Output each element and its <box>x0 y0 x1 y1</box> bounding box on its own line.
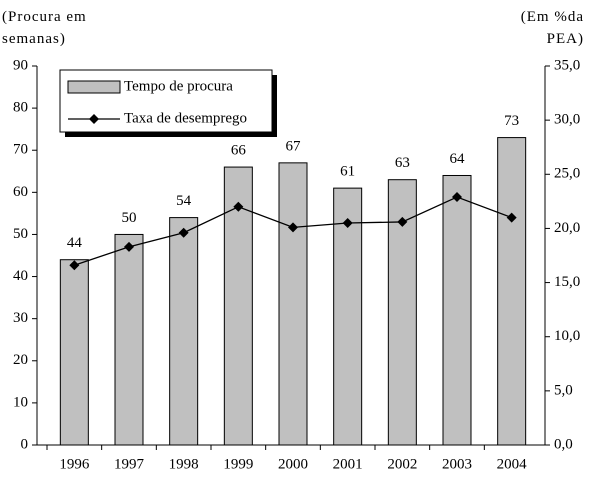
line-marker <box>124 241 134 252</box>
y-tick-label: 70 <box>13 142 28 158</box>
x-tick-label: 2004 <box>497 456 528 472</box>
bar <box>169 217 199 446</box>
line-marker <box>397 216 408 227</box>
bar <box>333 187 363 446</box>
bar <box>114 233 144 446</box>
y2-tick-label: 15,0 <box>554 274 580 290</box>
x-tick-label: 1996 <box>59 456 90 472</box>
bar-value-label: 54 <box>176 193 192 209</box>
line-marker <box>178 227 189 238</box>
y-tick-label: 40 <box>13 268 28 284</box>
legend-marker <box>89 114 99 124</box>
bar <box>497 137 527 446</box>
bar <box>59 259 89 446</box>
y2-tick-label: 25,0 <box>554 166 580 182</box>
line-marker <box>506 212 517 223</box>
bar-value-label: 44 <box>67 235 83 251</box>
x-tick-label: 2003 <box>442 456 472 472</box>
y2-tick-label: 30,0 <box>554 112 580 128</box>
bar <box>278 162 308 446</box>
bar-value-label: 67 <box>286 138 302 154</box>
bar-value-label: 73 <box>504 113 519 129</box>
y-tick-label: 80 <box>13 100 28 116</box>
y-tick-label: 90 <box>13 57 28 73</box>
y-tick-label: 60 <box>13 184 28 200</box>
bar-value-label: 66 <box>231 143 247 159</box>
x-tick-label: 1998 <box>169 456 199 472</box>
y-tick-label: 20 <box>13 352 28 368</box>
y2-tick-label: 35,0 <box>554 57 580 73</box>
bar-value-label: 61 <box>340 164 355 180</box>
y-tick-label: 10 <box>13 394 28 410</box>
legend-label: Taxa de desemprego <box>124 110 247 126</box>
y-tick-label: 50 <box>13 226 28 242</box>
y-tick-label: 0 <box>21 436 29 452</box>
bar-value-label: 64 <box>450 151 466 167</box>
line-marker <box>69 260 80 271</box>
bar-value-label: 50 <box>122 210 137 226</box>
y2-tick-label: 10,0 <box>554 328 580 344</box>
y2-tick-label: 5,0 <box>554 382 573 398</box>
x-tick-label: 2000 <box>278 456 308 472</box>
x-tick-label: 2001 <box>333 456 363 472</box>
y2-tick-label: 0,0 <box>554 436 573 452</box>
y2-tick-label: 20,0 <box>554 220 580 236</box>
y-tick-label: 30 <box>13 310 28 326</box>
legend-label: Tempo de procura <box>124 78 233 94</box>
line-marker <box>342 218 353 229</box>
x-tick-label: 1999 <box>223 456 253 472</box>
y2-axis-label: (Em %da PEA) <box>520 9 584 47</box>
line-marker <box>452 192 462 203</box>
x-tick-label: 1997 <box>114 456 145 472</box>
y-axis-label: (Procura em semanas) <box>2 9 87 47</box>
bar <box>442 174 472 446</box>
line-marker <box>233 201 244 212</box>
bar-value-label: 63 <box>395 155 410 171</box>
x-tick-label: 2002 <box>387 456 417 472</box>
legend-swatch <box>67 80 121 94</box>
line-marker <box>288 222 298 233</box>
